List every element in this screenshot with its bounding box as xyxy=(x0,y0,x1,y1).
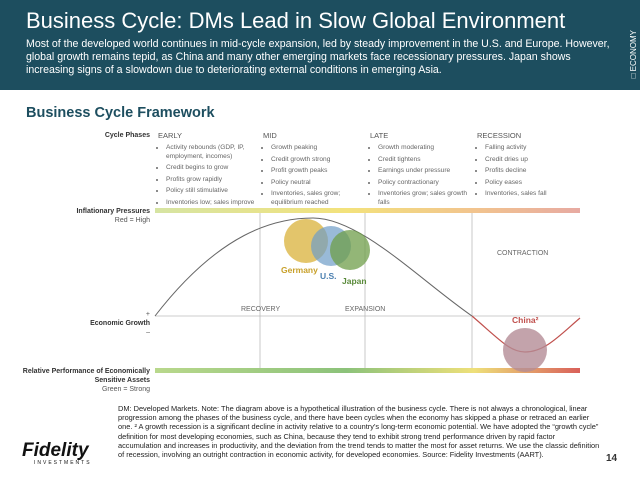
phase-bullet: Policy neutral xyxy=(271,179,365,188)
row-label: + Economic Growth – xyxy=(10,310,150,337)
phase-bullet: Profits grow rapidly xyxy=(166,176,260,185)
footnote: DM: Developed Markets. Note: The diagram… xyxy=(118,404,600,460)
row-label-title: Relative Performance of Economically Sen… xyxy=(22,368,150,384)
phase-bullet: Credit dries up xyxy=(485,156,579,165)
phase-column: LATE Growth moderating Credit tightens Earn… xyxy=(370,131,472,210)
row-label-legend: Green = Strong xyxy=(101,386,150,393)
phase-name: EARLY xyxy=(158,131,183,140)
row-label-title: Inflationary Pressures xyxy=(76,208,150,215)
country-label: China² xyxy=(512,315,539,325)
phase-name: MID xyxy=(263,131,277,140)
subtitle: Most of the developed world continues in… xyxy=(26,38,610,76)
phase-column: EARLY Activity rebounds (GDP, IP, employm… xyxy=(158,131,260,210)
minus: – xyxy=(146,329,150,336)
country-label: U.S. xyxy=(320,271,337,281)
row-label-title: Cycle Phases xyxy=(104,132,150,139)
row-label: Cycle Phases xyxy=(10,131,150,140)
phase-bullet: Policy contractionary xyxy=(378,179,472,188)
china-circle xyxy=(503,328,547,372)
phase-bullet: Growth peaking xyxy=(271,144,365,153)
row-label: Inflationary Pressures Red = High xyxy=(10,207,150,225)
phase-bullet: Policy eases xyxy=(485,179,579,188)
phase-bullet: Falling activity xyxy=(485,144,579,153)
phase-bullet: Activity rebounds (GDP, IP, employment, … xyxy=(166,144,260,161)
section-title: Business Cycle Framework xyxy=(26,105,215,121)
japan-circle xyxy=(330,230,370,270)
phase-column: RECESSION Falling activity Credit dries up… xyxy=(477,131,579,202)
phase-bullet: Inventories, sales grow; equilibrium rea… xyxy=(271,190,365,207)
plus: + xyxy=(145,311,150,318)
phase-bullet: Policy still stimulative xyxy=(166,187,260,196)
phase-bullet: Profits decline xyxy=(485,167,579,176)
row-label-title: Economic Growth xyxy=(90,320,150,327)
phase-bullet: Credit begins to grow xyxy=(166,164,260,173)
phase-bullets: Activity rebounds (GDP, IP, employment, … xyxy=(158,144,260,207)
phase-column: MID Growth peaking Credit growth strong Pro… xyxy=(263,131,365,210)
phase-bullet: Credit growth strong xyxy=(271,156,365,165)
phase-bullet: Growth moderating xyxy=(378,144,472,153)
phase-bullets: Growth peaking Credit growth strong Profit… xyxy=(263,144,365,207)
header-band xyxy=(0,0,640,90)
stage-label: CONTRACTION xyxy=(497,250,548,257)
row-label-legend: Red = High xyxy=(114,217,150,224)
page-number: 14 xyxy=(606,453,618,464)
title: Business Cycle: DMs Lead in Slow Global … xyxy=(26,8,566,33)
logo: Fidelity xyxy=(22,440,89,461)
phase-bullet: Earnings under pressure xyxy=(378,167,472,176)
phase-bullets: Growth moderating Credit tightens Earnings… xyxy=(370,144,472,207)
country-label: Germany xyxy=(281,265,318,275)
logo-sub: INVESTMENTS xyxy=(34,460,92,466)
row-label: Relative Performance of Economically Sen… xyxy=(10,367,150,394)
phase-bullet: Inventories, sales fall xyxy=(485,190,579,199)
performance-bar xyxy=(155,368,580,373)
phase-bullets: Falling activity Credit dries up Profits d… xyxy=(477,144,579,199)
country-label: Japan xyxy=(342,276,367,286)
stage-label: RECOVERY xyxy=(241,306,280,313)
phase-bullet: Profit growth peaks xyxy=(271,167,365,176)
stage-label: EXPANSION xyxy=(345,306,385,313)
phase-bullet: Inventories low; sales improve xyxy=(166,199,260,208)
phase-name: LATE xyxy=(370,131,389,140)
cycle-curve xyxy=(154,217,473,317)
phase-bullet: Credit tightens xyxy=(378,156,472,165)
phase-bullet: Inventories grow; sales growth falls xyxy=(378,190,472,207)
phase-name: RECESSION xyxy=(477,131,522,140)
inflation-bar xyxy=(155,208,580,213)
